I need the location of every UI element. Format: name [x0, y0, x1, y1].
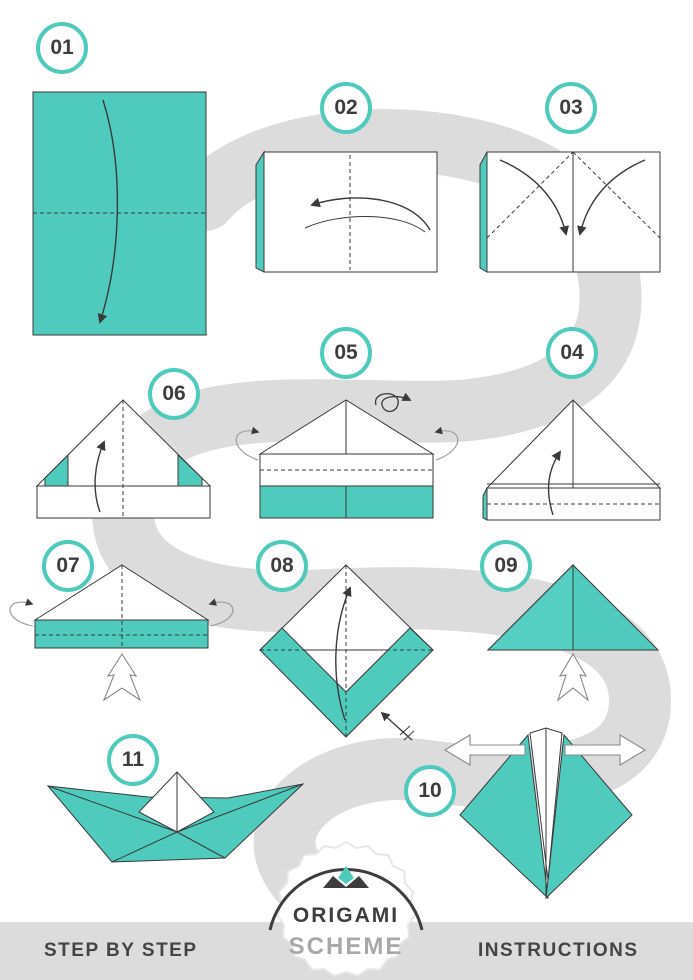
step-05-badge: 05 [320, 327, 372, 379]
logo-title: ORIGAMI [292, 904, 400, 927]
step-08-figure [258, 564, 435, 741]
step-01-figure [32, 91, 207, 336]
step-07-badge: 07 [42, 540, 94, 592]
logo-subtitle: SCHEME [288, 933, 404, 960]
step-09-badge: 09 [480, 540, 532, 592]
footer-right-text: INSTRUCTIONS [478, 940, 639, 961]
step-06-badge: 06 [148, 368, 200, 420]
footer-left-text: STEP BY STEP [44, 940, 198, 961]
step-03-figure [479, 151, 661, 273]
step-04-badge: 04 [546, 327, 598, 379]
step-04-figure [482, 399, 662, 521]
step-02-badge: 02 [320, 82, 372, 134]
step-10-figure [443, 727, 647, 900]
step-09-figure [486, 563, 660, 702]
step-08-badge: 08 [256, 540, 308, 592]
step-10-badge: 10 [404, 765, 456, 817]
logo-seal [268, 840, 424, 978]
step-07-figure [9, 564, 234, 702]
step-01-badge: 01 [36, 22, 88, 74]
step-11-badge: 11 [107, 734, 159, 786]
step-11-figure [46, 771, 305, 863]
crown-logo-icon [323, 876, 369, 888]
step-02-figure [255, 150, 438, 273]
step-06-figure [35, 399, 212, 519]
step-03-badge: 03 [545, 82, 597, 134]
step-05-figure [235, 392, 459, 519]
